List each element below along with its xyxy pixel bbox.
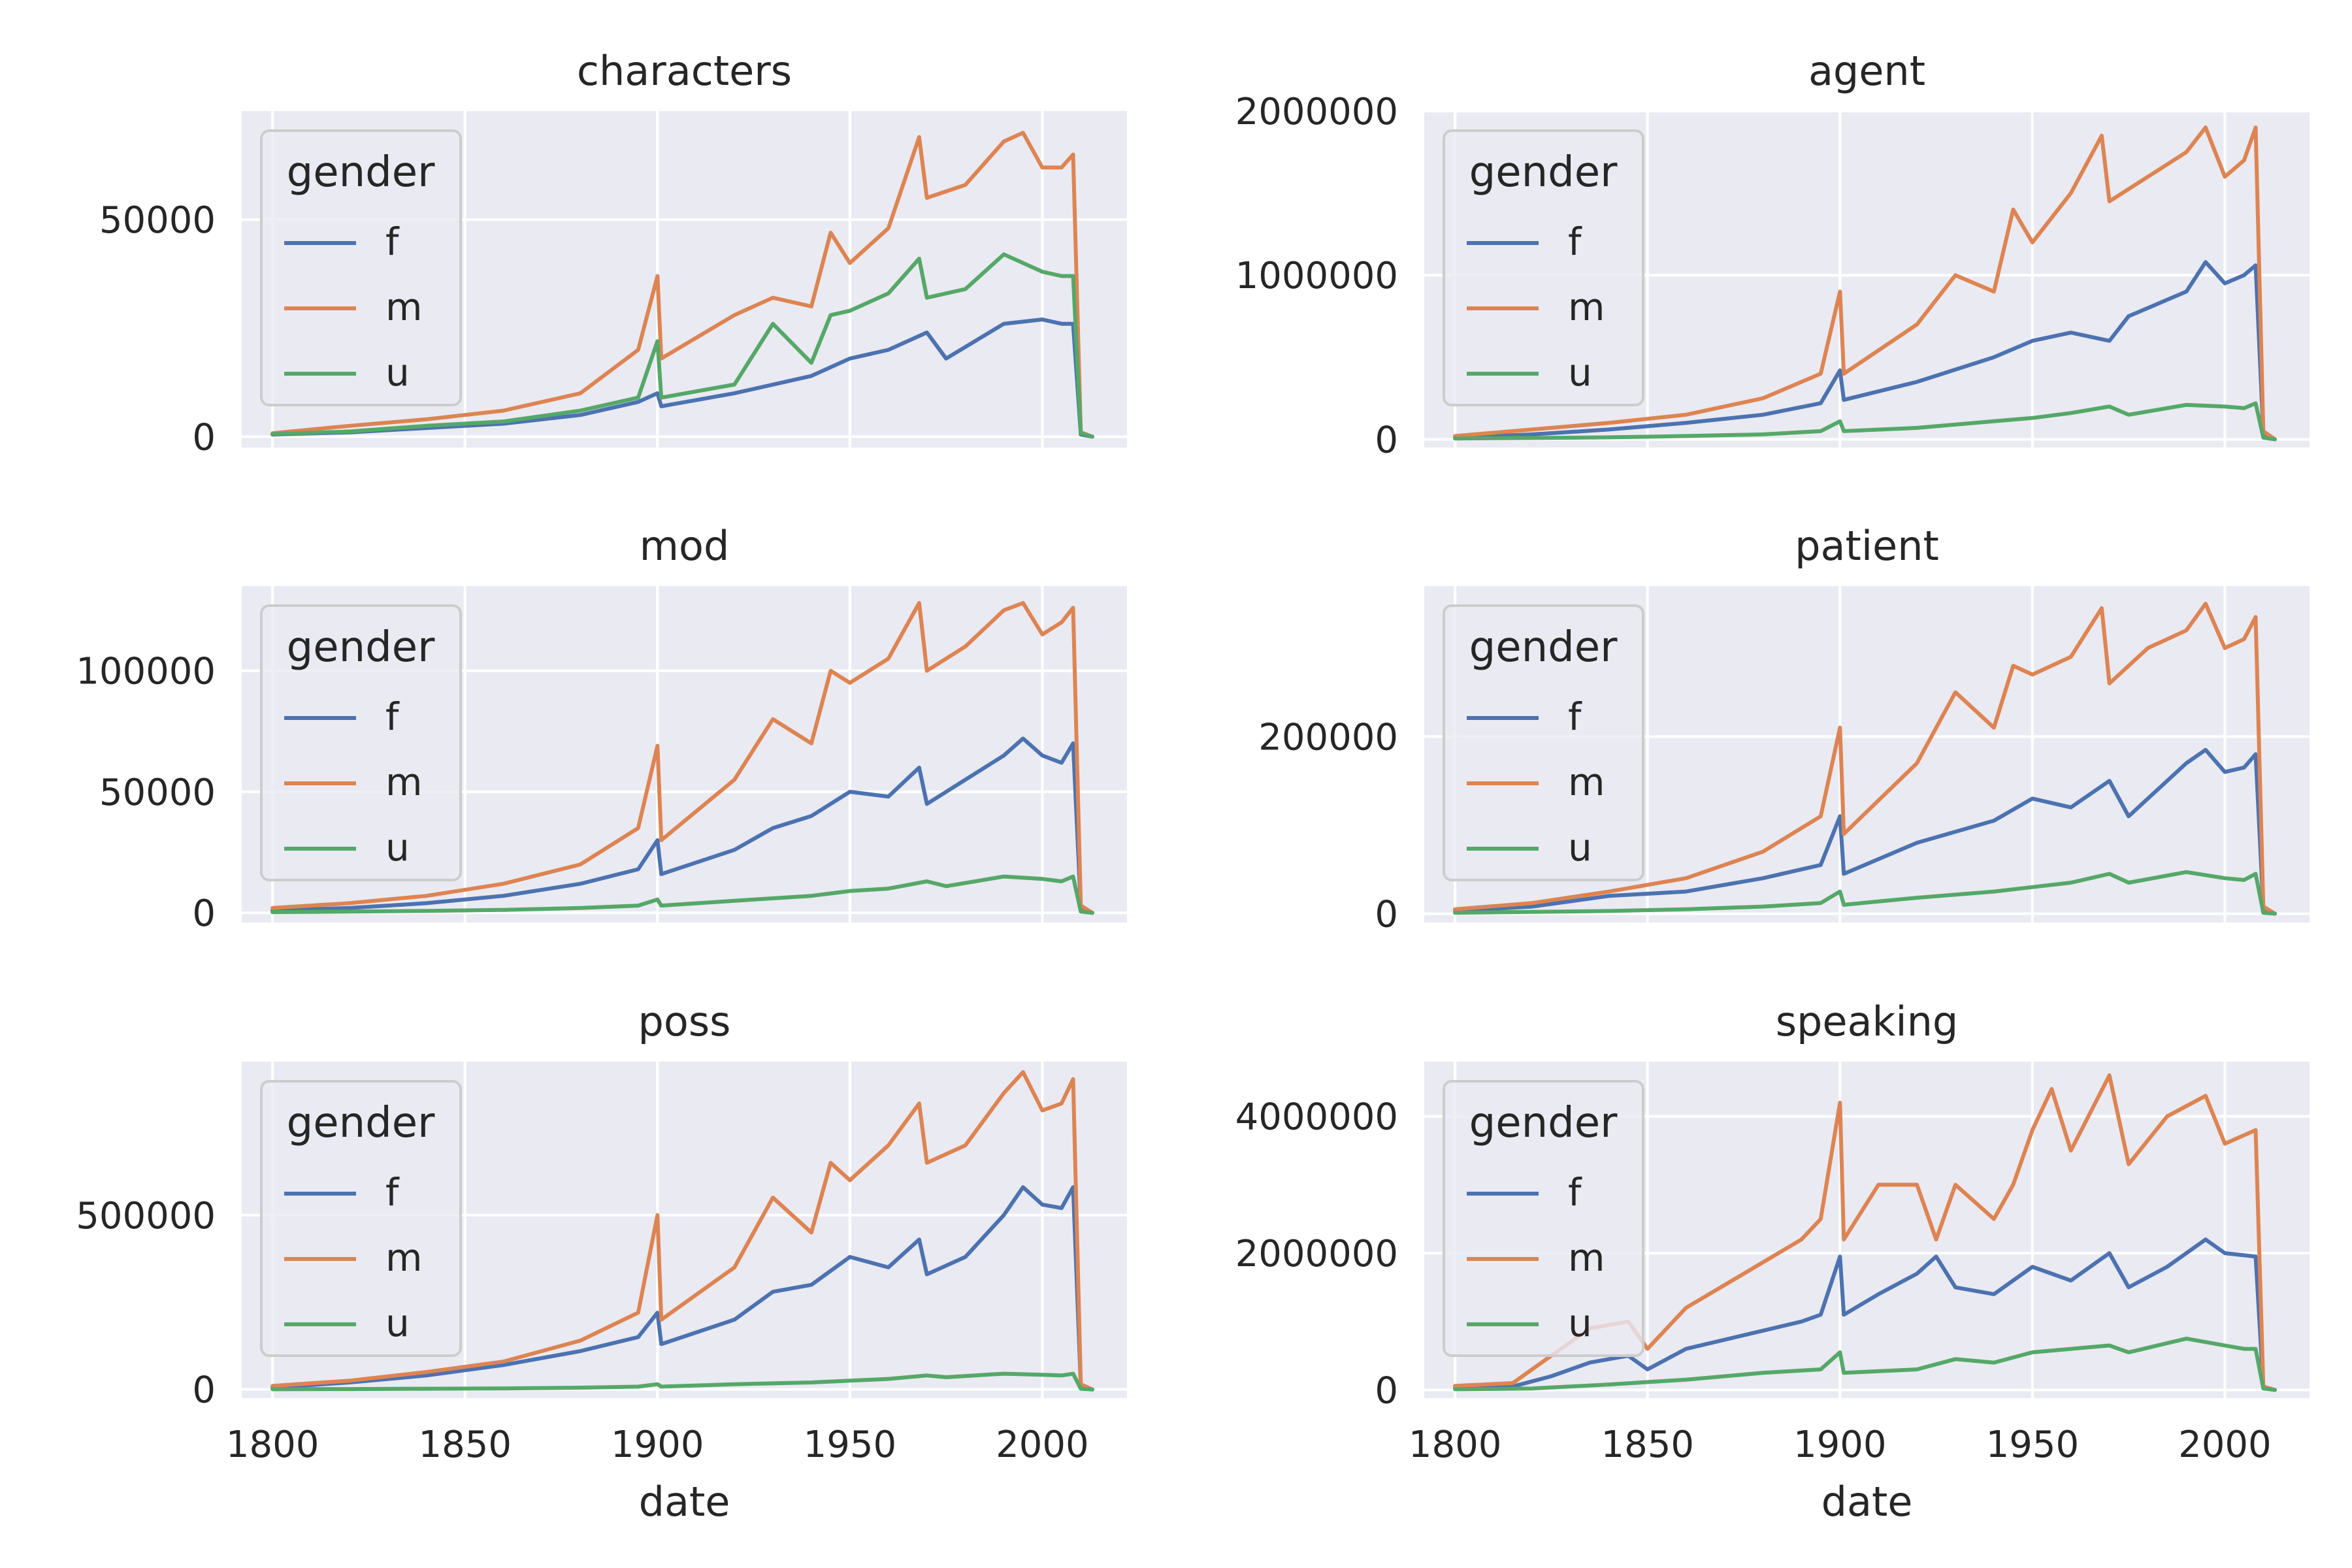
legend: gender fmu xyxy=(260,1080,462,1357)
legend-label: m xyxy=(385,760,423,804)
series-line-u xyxy=(1453,1336,2277,1392)
subplot-title: speaking xyxy=(1776,998,1959,1045)
y-tick-label: 0 xyxy=(192,416,216,459)
y-tick-label: 4000000 xyxy=(1235,1096,1398,1139)
legend-title: gender xyxy=(1469,148,1618,197)
y-tick-label: 0 xyxy=(1375,419,1398,461)
subplot-speaking: 0 2000000 4000000 1800 1850 1900 1950 2000 speak… xyxy=(1235,998,2310,1526)
y-tick-label: 0 xyxy=(192,1369,216,1412)
y-tick-label: 200000 xyxy=(1258,716,1398,759)
legend-label: u xyxy=(1568,825,1592,870)
legend-label: m xyxy=(1568,760,1605,804)
x-axis-label: date xyxy=(639,1478,730,1526)
legend-title: gender xyxy=(287,1099,436,1147)
series-line-u xyxy=(270,252,1094,439)
subplot-title: characters xyxy=(577,47,792,95)
x-tick-label: 1800 xyxy=(1409,1424,1502,1466)
legend-title: gender xyxy=(287,148,436,197)
series-line-f xyxy=(270,736,1094,915)
legend-label: m xyxy=(385,285,423,329)
subplot-agent: 0 1000000 2000000 agent gender fmu xyxy=(1235,47,2310,461)
legend-label: m xyxy=(385,1235,423,1280)
series-line-u xyxy=(270,1371,1094,1392)
legend-label: f xyxy=(1568,694,1582,739)
subplot-mod: 0 50000 100000 mod gender fmu xyxy=(76,522,1127,935)
legend-title: gender xyxy=(1469,623,1618,672)
legend-label: f xyxy=(385,220,400,264)
series-line-u xyxy=(270,874,1094,915)
legend-label: f xyxy=(385,694,400,739)
subplot-title: agent xyxy=(1808,47,1925,95)
x-tick-label: 2000 xyxy=(2178,1424,2272,1466)
x-tick-label: 1800 xyxy=(226,1424,319,1466)
legend: gender fmu xyxy=(260,129,462,406)
legend-box xyxy=(260,604,462,881)
y-tick-label: 50000 xyxy=(99,772,216,814)
legend-label: f xyxy=(1568,220,1582,264)
subplot-title: poss xyxy=(638,998,731,1045)
subplot-title: mod xyxy=(640,522,730,570)
x-tick-label: 1850 xyxy=(418,1424,512,1466)
series-line-f xyxy=(1453,1237,2277,1392)
x-tick-label: 1900 xyxy=(1793,1424,1887,1466)
legend-label: u xyxy=(385,1301,410,1345)
y-tick-label: 0 xyxy=(1375,1369,1398,1412)
series-line-m xyxy=(270,1070,1094,1392)
x-tick-label: 1900 xyxy=(611,1424,704,1466)
legend-box xyxy=(1443,129,1644,406)
x-tick-label: 1850 xyxy=(1601,1424,1694,1466)
legend-label: f xyxy=(1568,1170,1582,1215)
series-line-f xyxy=(270,318,1094,439)
legend-box xyxy=(260,1080,462,1357)
legend-label: u xyxy=(385,350,410,395)
subplot-poss: 0 500000 1800 1850 1900 1950 2000 poss date gende… xyxy=(76,998,1127,1526)
subplot-characters: 0 50000 characters gender fmu xyxy=(99,47,1127,459)
x-tick-label: 2000 xyxy=(996,1424,1089,1466)
legend: gender fmu xyxy=(1443,604,1644,881)
y-tick-label: 1000000 xyxy=(1235,255,1398,297)
series-line-f xyxy=(270,1185,1094,1392)
x-tick-label: 1950 xyxy=(1986,1424,2080,1466)
legend-label: m xyxy=(1568,1235,1605,1280)
y-tick-label: 100000 xyxy=(76,651,216,693)
series-line-f xyxy=(1453,747,2277,916)
legend-box xyxy=(1443,1080,1644,1357)
series-line-f xyxy=(1453,260,2277,442)
series-line-m xyxy=(1453,602,2277,916)
legend: gender fmu xyxy=(260,604,462,881)
series-line-u xyxy=(1453,870,2277,916)
legend-label: m xyxy=(1568,285,1605,329)
legend-box xyxy=(260,129,462,406)
subplot-title: patient xyxy=(1795,522,1939,570)
series-line-m xyxy=(270,131,1094,439)
x-tick-label: 1950 xyxy=(804,1424,897,1466)
legend-title: gender xyxy=(287,623,436,672)
y-tick-label: 2000000 xyxy=(1235,1233,1398,1275)
series-line-u xyxy=(1453,401,2277,442)
legend-box xyxy=(1443,604,1644,881)
y-tick-label: 50000 xyxy=(99,199,216,242)
y-tick-label: 2000000 xyxy=(1235,91,1398,133)
legend-label: u xyxy=(385,825,410,870)
series-line-m xyxy=(270,600,1094,915)
y-tick-label: 500000 xyxy=(76,1195,216,1237)
y-tick-label: 0 xyxy=(192,892,216,935)
legend: gender fmu xyxy=(1443,1080,1644,1357)
legend-label: u xyxy=(1568,1301,1592,1345)
subplot-patient: 0 200000 patient gender fmu xyxy=(1258,522,2310,936)
legend-title: gender xyxy=(1469,1099,1618,1147)
legend-label: u xyxy=(1568,350,1592,395)
legend-label: f xyxy=(385,1170,400,1215)
x-axis-label: date xyxy=(1821,1478,1913,1526)
series-line-m xyxy=(1453,125,2277,442)
legend: gender fmu xyxy=(1443,129,1644,406)
y-tick-label: 0 xyxy=(1375,893,1398,936)
